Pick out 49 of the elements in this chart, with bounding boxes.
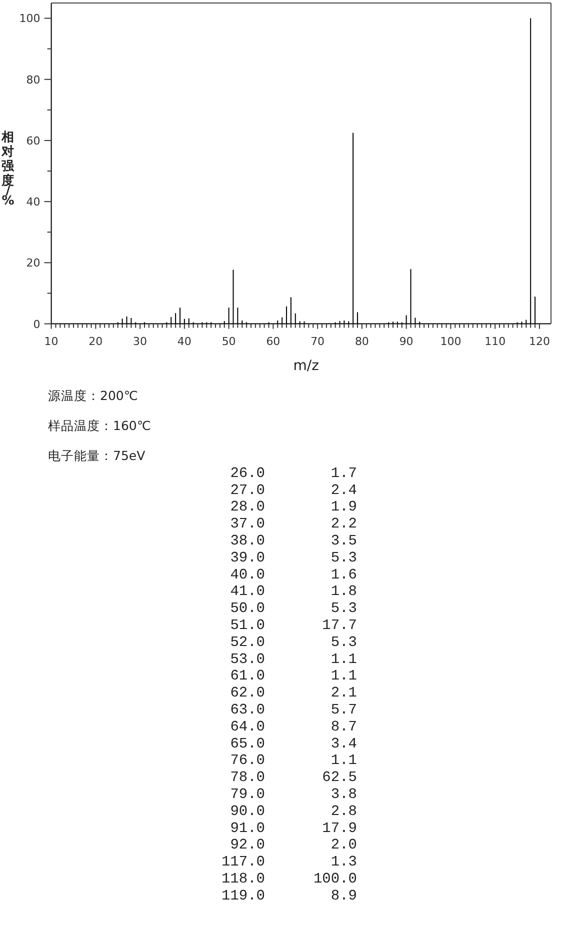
x-tick-label: 70 bbox=[310, 334, 325, 348]
text: 90.0 2.8 bbox=[230, 804, 357, 820]
text: 40.0 1.6 bbox=[230, 567, 357, 584]
text: 53.0 1.1 bbox=[230, 652, 357, 668]
text: 62.0 2.1 bbox=[230, 686, 357, 702]
x-tick-label: 60 bbox=[266, 334, 280, 348]
y-tick-label: 40 bbox=[26, 196, 40, 209]
y-tick-label: 20 bbox=[26, 256, 40, 270]
text: 119.0 8.9 bbox=[221, 888, 357, 904]
text: 电子能量：75eV bbox=[48, 448, 146, 463]
text: 41.0 1.8 bbox=[230, 584, 357, 600]
y-tick-label: 60 bbox=[26, 134, 40, 148]
text: 91.0 17.9 bbox=[230, 820, 357, 837]
y-tick-label: 100 bbox=[19, 12, 40, 26]
x-tick-label: 50 bbox=[222, 334, 236, 348]
text: 27.0 2.4 bbox=[230, 482, 357, 499]
x-tick-label: 90 bbox=[399, 334, 414, 348]
y-tick-label: 80 bbox=[26, 73, 40, 86]
text: 37.0 2.2 bbox=[230, 516, 357, 533]
text: 117.0 1.3 bbox=[221, 854, 357, 871]
y-axis-title: 相对强度/% bbox=[0, 129, 16, 208]
x-axis-title: m/z bbox=[293, 358, 319, 374]
text: 61.0 1.1 bbox=[230, 668, 357, 685]
text: 76.0 1.1 bbox=[230, 753, 357, 770]
x-tick-label: 10 bbox=[44, 334, 58, 348]
x-tick-label: 40 bbox=[177, 334, 192, 348]
x-tick-label: 20 bbox=[88, 334, 103, 348]
x-tick-label: 100 bbox=[440, 334, 462, 348]
text: 63.0 5.7 bbox=[230, 702, 357, 718]
text: 26.0 1.7 bbox=[230, 466, 357, 482]
text: 源温度：200℃ bbox=[48, 388, 138, 403]
text: 样品温度：160℃ bbox=[48, 418, 151, 433]
text: 78.0 62.5 bbox=[230, 770, 357, 786]
x-tick-label: 30 bbox=[133, 334, 148, 348]
text: 38.0 3.5 bbox=[230, 534, 357, 550]
x-tick-label: 120 bbox=[528, 334, 550, 348]
x-tick-label: 110 bbox=[484, 334, 506, 348]
text: 51.0 17.7 bbox=[230, 618, 357, 634]
text: 92.0 2.0 bbox=[230, 838, 357, 854]
text: 39.0 5.3 bbox=[230, 550, 357, 566]
text: 52.0 5.3 bbox=[230, 634, 357, 651]
text: 65.0 3.4 bbox=[230, 736, 357, 752]
text: 79.0 3.8 bbox=[230, 787, 357, 803]
text: 28.0 1.9 bbox=[230, 500, 357, 516]
x-tick-label: 80 bbox=[354, 334, 369, 348]
text: 118.0 100.0 bbox=[221, 872, 357, 888]
text: 50.0 5.3 bbox=[230, 601, 357, 618]
text: 64.0 8.7 bbox=[230, 719, 357, 736]
y-tick-label: 0 bbox=[33, 318, 40, 331]
